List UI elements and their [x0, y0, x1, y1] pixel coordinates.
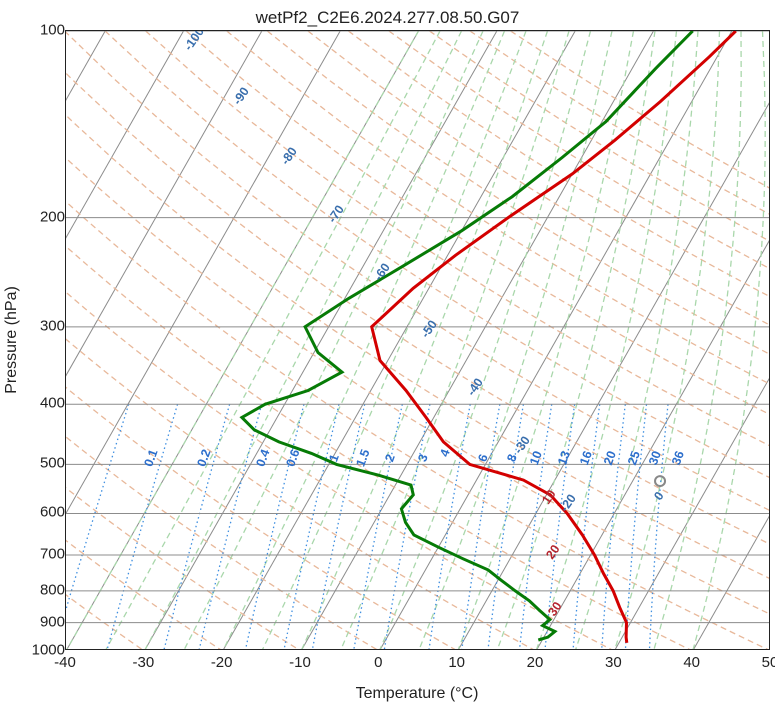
y-axis-tick-200[interactable]: 200	[10, 208, 65, 225]
y-axis-label: Pressure (hPa)	[3, 286, 21, 394]
x-axis-label: Temperature (°C)	[356, 685, 479, 703]
y-axis-tick-900[interactable]: 900	[10, 613, 65, 630]
y-axis-tick-700[interactable]: 700	[10, 545, 65, 562]
x-axis-tick-0[interactable]: 0	[374, 654, 382, 671]
grid-lines-svg	[66, 31, 770, 650]
moist-adiabat-gridlines	[66, 31, 765, 650]
x-axis-tick-20[interactable]: 20	[527, 654, 544, 671]
y-axis-tick-100[interactable]: 100	[10, 22, 65, 39]
y-axis-tick-400[interactable]: 400	[10, 395, 65, 412]
x-axis-tick--40[interactable]: -40	[54, 654, 76, 671]
x-axis-tick--20[interactable]: -20	[211, 654, 233, 671]
x-axis-tick--30[interactable]: -30	[132, 654, 154, 671]
y-axis-tick-800[interactable]: 800	[10, 581, 65, 598]
x-axis-tick-40[interactable]: 40	[683, 654, 700, 671]
y-axis-tick-600[interactable]: 600	[10, 504, 65, 521]
plot-area: -100 -90 -80 -70 -60 -50 -40 -30 -20 0 0.1 0.2 0.4 0…	[65, 30, 770, 650]
y-axis-tick-500[interactable]: 500	[10, 455, 65, 472]
skewt-diagram: wetPf2_C2E6.2024.277.08.50.G07 -100 -90 -8…	[0, 0, 775, 708]
x-axis-tick--10[interactable]: -10	[289, 654, 311, 671]
x-axis-tick-10[interactable]: 10	[448, 654, 465, 671]
x-axis-tick-30[interactable]: 30	[605, 654, 622, 671]
x-axis-tick-50[interactable]: 50	[762, 654, 775, 671]
chart-title: wetPf2_C2E6.2024.277.08.50.G07	[0, 8, 775, 28]
sounding-marker-point[interactable]	[655, 476, 665, 486]
